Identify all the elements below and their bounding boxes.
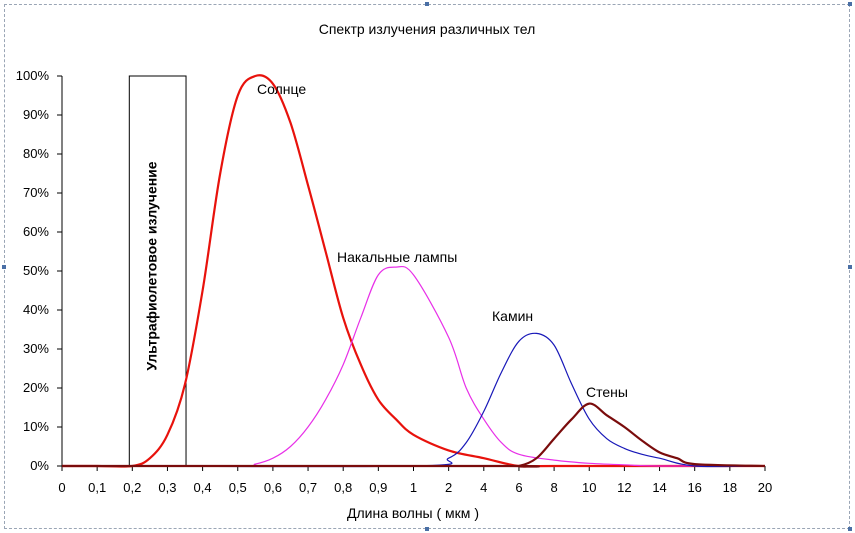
resize-handle-top[interactable]: [425, 2, 429, 6]
x-tick-label: 0,3: [158, 480, 176, 495]
curve-label: Солнце: [257, 81, 306, 97]
x-tick-label: 20: [758, 480, 772, 495]
series-line-4: [62, 402, 766, 468]
y-tick-label: 60%: [23, 224, 49, 239]
x-tick-label: 8: [550, 480, 557, 495]
y-tick-label: 70%: [23, 185, 49, 200]
x-tick-label: 10: [582, 480, 596, 495]
annotations: Солнце Накальные лампы Камин Стены: [257, 81, 628, 400]
x-tick-label: 4: [480, 480, 487, 495]
x-axis-label: Длина волны ( мкм ): [347, 505, 479, 521]
x-tick-label: 6: [515, 480, 522, 495]
x-tick-label: 2: [445, 480, 452, 495]
x-tick-label: 0,5: [229, 480, 247, 495]
x-axis: 0 0,1 0,2 0,3 0,4 0,5 0,6 0,7 0,8 0,9 1 2 4 6 8 10 12 14 1…: [58, 465, 772, 495]
y-tick-label: 40%: [23, 302, 49, 317]
x-tick-label: 1: [410, 480, 417, 495]
series-line-2: [61, 265, 766, 467]
curve-label: Камин: [492, 308, 533, 324]
curve-label: Стены: [586, 384, 628, 400]
x-tick-label: 0,2: [123, 480, 141, 495]
x-tick-label: 12: [617, 480, 631, 495]
x-tick-label: 0,6: [264, 480, 282, 495]
y-tick-label: 10%: [23, 419, 49, 434]
y-tick-label: 100%: [16, 68, 50, 83]
resize-handle-left[interactable]: [2, 265, 6, 269]
x-tick-label: 0,8: [334, 480, 352, 495]
x-tick-label: 0,7: [299, 480, 317, 495]
resize-handle-top-right[interactable]: [848, 2, 852, 6]
y-tick-label: 80%: [23, 146, 49, 161]
uv-band-label: Ультрафиолетовое излучение: [144, 161, 160, 370]
y-tick-label: 50%: [23, 263, 49, 278]
x-tick-label: 0,4: [194, 480, 212, 495]
resize-handle-bottom[interactable]: [425, 527, 429, 531]
series-group: [61, 74, 766, 468]
series-line-3: [61, 332, 766, 468]
chart-title: Спектр излучения различных тел: [319, 21, 536, 37]
x-tick-label: 16: [687, 480, 701, 495]
x-tick-label: 18: [723, 480, 737, 495]
y-tick-label: 30%: [23, 341, 49, 356]
y-axis: 0% 10% 20% 30% 40% 50% 60% 70% 80% 90% 100%: [16, 68, 63, 473]
x-tick-label: 0,9: [369, 480, 387, 495]
x-tick-label: 0,1: [88, 480, 106, 495]
resize-handle-bottom-right[interactable]: [848, 527, 852, 531]
x-tick-label: 14: [652, 480, 666, 495]
y-tick-label: 90%: [23, 107, 49, 122]
series-line-1: [62, 74, 765, 468]
x-tick-label: 0: [58, 480, 65, 495]
resize-handle-right[interactable]: [848, 265, 852, 269]
curve-label: Накальные лампы: [337, 249, 457, 265]
y-tick-label: 0%: [30, 458, 49, 473]
y-tick-label: 20%: [23, 380, 49, 395]
